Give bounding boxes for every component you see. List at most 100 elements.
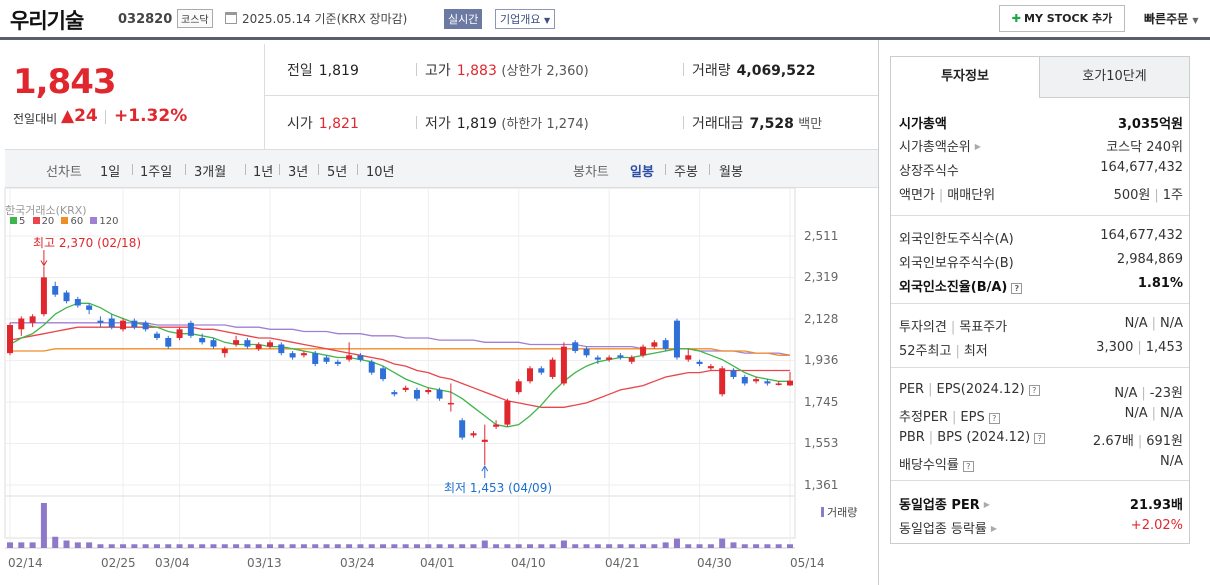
industry-per-row[interactable]: 동일업종 PER ▶ 21.93배 [899,494,1183,514]
tab-1week[interactable]: 1주일 [140,165,173,180]
volume-bar [402,544,409,548]
pbr-label: PBR | BPS (2024.12)? [899,430,1046,445]
trade-amount: 거래대금 7,528 백만 [692,113,822,133]
change-label: 전일대비 [13,112,58,126]
divider: | [1151,316,1156,331]
x-tick-label: 03/04 [155,556,190,570]
volume-bar [753,544,760,548]
quick-order-button[interactable]: 빠른주문 ▼ [1144,10,1199,27]
tab-10year[interactable]: 10년 [366,165,395,180]
candle [549,359,556,377]
change-value: ▲24 [61,106,98,126]
candle [120,320,127,330]
tab-3month[interactable]: 3개월 [194,165,227,180]
shares-row: 상장주식수 164,677,432 [899,160,1183,180]
tab-weekly[interactable]: 주봉 [674,165,698,180]
foreign-limit-label: 외국인한도주식수(A) [899,232,1014,247]
tab-monthly[interactable]: 월봉 [719,165,743,180]
foreign-ratio-text: 외국인소진율(B/A) [899,280,1008,295]
est-per-row: 추정PER | EPS? N/A | N/A [899,406,1183,426]
base-date: 2025.05.14 기준(KRX 장마감) [242,12,408,26]
foreign-ratio-row: 외국인소진율(B/A)? 1.81% [899,276,1183,296]
divider [416,63,417,76]
foreign-ratio-value: 1.81% [1137,276,1183,291]
candle [787,380,793,386]
company-overview-button[interactable]: 기업개요 ▼ [495,9,556,29]
candle [221,348,228,354]
divider [416,116,417,129]
tab-orderbook[interactable]: 호가10단계 [1039,56,1190,98]
par-unit-value: 500원 | 1주 [1114,184,1183,203]
low-value: 1,819 [456,116,497,132]
volume-bar [142,544,149,548]
cap-rank-row[interactable]: 시가총액순위 ▶ 코스닥 240위 [899,136,1183,156]
tab-investment-info[interactable]: 투자정보 [890,56,1040,98]
divider: | [952,410,957,425]
help-icon[interactable]: ? [1011,283,1023,294]
volume-bar [357,544,364,548]
bps-value-text: 691원 [1146,434,1183,449]
candle [176,329,183,338]
help-icon[interactable]: ? [1034,433,1046,444]
candle [153,333,160,338]
realtime-button[interactable]: 실시간 [444,9,483,29]
add-mystock-button[interactable]: ✚ MY STOCK 추가 [999,5,1125,32]
high-value: 1,883 [456,63,497,79]
tab-5year[interactable]: 5년 [327,165,348,180]
tab-daily[interactable]: 일봉 [630,165,654,180]
shares-value: 164,677,432 [1100,160,1183,175]
opinion-group: 투자의견 | 목표주가 N/A | N/A 52주최고 | 최저 3,300 | 1,453 [891,303,1189,367]
divider: | [928,382,933,397]
volume-bar [210,544,217,548]
tab-1year[interactable]: 1년 [253,165,274,180]
divider [279,164,280,175]
legend-ma20: 20 [41,216,55,227]
candle [267,342,273,347]
industry-rate-row[interactable]: 동일업종 등락률 ▶ +2.02% [899,518,1183,538]
volume-bar [549,544,556,548]
volume-bar [221,544,228,548]
candle [142,322,149,330]
volume-bar [515,544,522,548]
divider [318,164,319,175]
price-chart[interactable]: 한국거래소(KRX) 5 20 60 120 최고 2,370 (02/18) … [0,188,878,585]
help-icon[interactable]: ? [962,461,974,472]
eps-text: EPS(2024.12) [936,382,1025,397]
current-price: 1,843 [13,62,117,102]
tab-1day[interactable]: 1일 [100,165,121,180]
volume-bar [153,544,160,548]
company-overview-label: 기업개요 [500,13,541,26]
par-label: 액면가 [899,188,935,203]
candle [7,324,13,354]
target-value-text: N/A [1160,316,1183,331]
industry-rate-label: 동일업종 등락률 ▶ [899,518,997,537]
candle [447,402,454,405]
candle [334,361,341,364]
divider [683,116,684,129]
par-value: 500원 [1113,188,1151,203]
candle [131,320,138,328]
market-cap-label: 시가총액 [899,117,947,132]
dividend-label: 배당수익률? [899,454,974,473]
divider: | [950,320,956,335]
help-icon[interactable]: ? [988,413,1000,424]
candle [233,340,240,345]
candle [493,424,500,427]
target-text: 목표주가 [959,320,1008,335]
candle [425,389,432,393]
candle [300,353,307,356]
w52-label: 52주최고 | 최저 [899,340,988,359]
volume-bar [176,544,183,548]
amount-label: 거래대금 [692,116,744,132]
high-annotation: 최고 2,370 (02/18) [33,236,142,250]
upper-limit: (상한가 2,360) [501,64,589,79]
y-tick-label: 2,319 [804,270,839,284]
tab-3year[interactable]: 3년 [288,165,309,180]
volume-legend-label: 거래량 [827,506,858,519]
help-icon[interactable]: ? [1028,385,1040,396]
volume-bar [63,540,70,548]
foreign-hold-value: 2,984,869 [1116,252,1183,267]
price-chart-svg [4,188,796,549]
per-text: PER [899,382,925,397]
volume-bar [187,544,194,548]
